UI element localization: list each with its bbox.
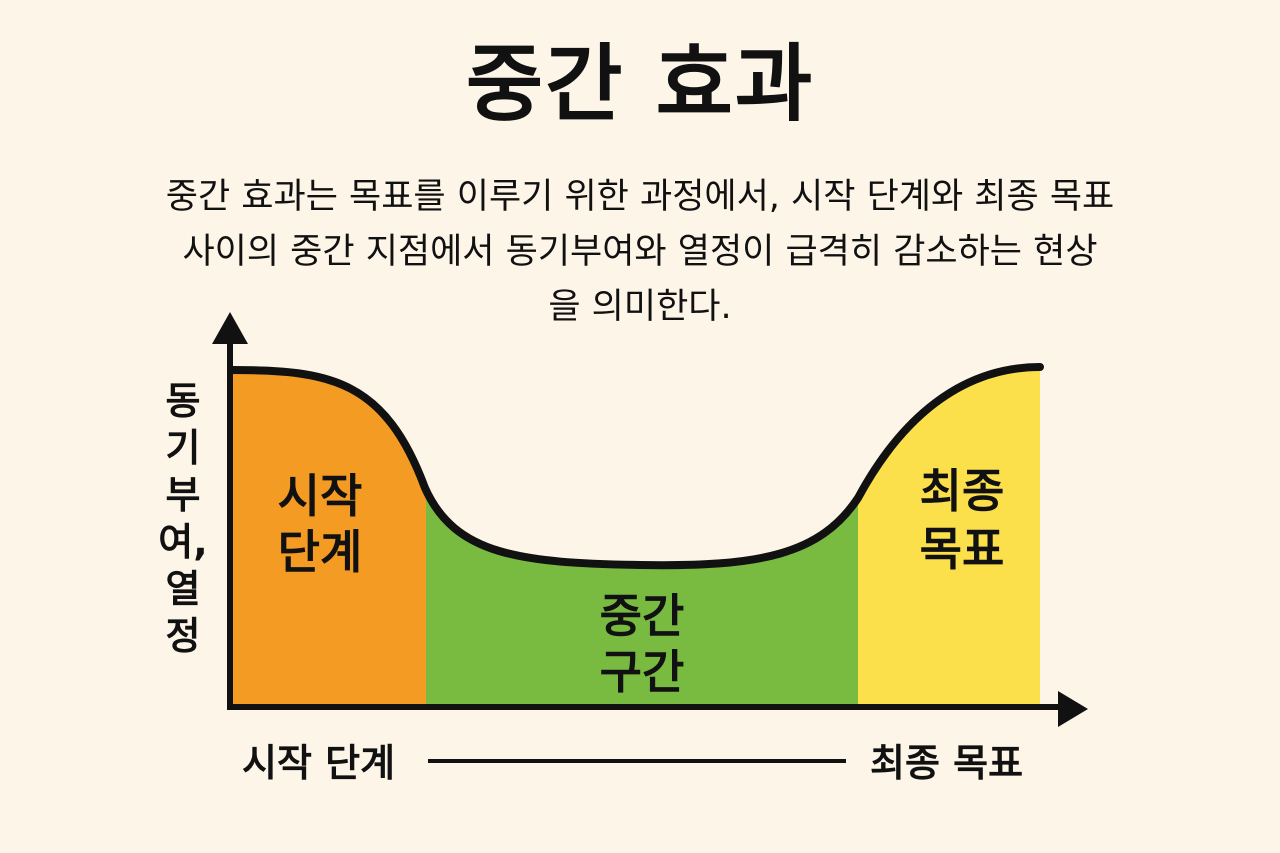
y-axis-label-char: 정 — [165, 614, 201, 658]
zone-middle-label-line1: 중간 — [600, 589, 685, 643]
progress-start-label: 시작 단계 — [242, 741, 396, 785]
y-axis-label-char: 여, — [158, 520, 208, 564]
description-line: 을 의미한다. — [548, 287, 732, 327]
progress-end-label: 최종 목표 — [870, 741, 1024, 785]
page-title: 중간 효과 — [465, 35, 815, 133]
zone-start-label-line2: 단계 — [278, 525, 363, 579]
y-axis-label-char: 동 — [165, 379, 201, 423]
x-axis-arrow-icon — [1058, 691, 1088, 727]
zone-final-label-line1: 최종 — [920, 464, 1005, 518]
y-axis-label-char: 기 — [165, 426, 201, 470]
y-axis-label-char: 열 — [165, 567, 201, 611]
zone-start-label-line1: 시작 — [278, 469, 363, 523]
y-axis-label: 동 기 부 여, 열 정 — [148, 378, 218, 660]
description-line: 사이의 중간 지점에서 동기부여와 열정이 급격히 감소하는 현상 — [182, 232, 1098, 272]
description: 중간 효과는 목표를 이루기 위한 과정에서, 시작 단계와 최종 목표 사이의… — [90, 170, 1190, 335]
description-line: 중간 효과는 목표를 이루기 위한 과정에서, 시작 단계와 최종 목표 — [165, 177, 1115, 217]
zone-middle-label-line2: 구간 — [600, 645, 685, 699]
motivation-curve — [228, 363, 1044, 570]
y-axis-label-char: 부 — [165, 473, 201, 517]
zone-final-label-line2: 목표 — [920, 522, 1005, 576]
y-axis-arrow-icon — [212, 312, 248, 344]
progress-line — [428, 759, 846, 763]
